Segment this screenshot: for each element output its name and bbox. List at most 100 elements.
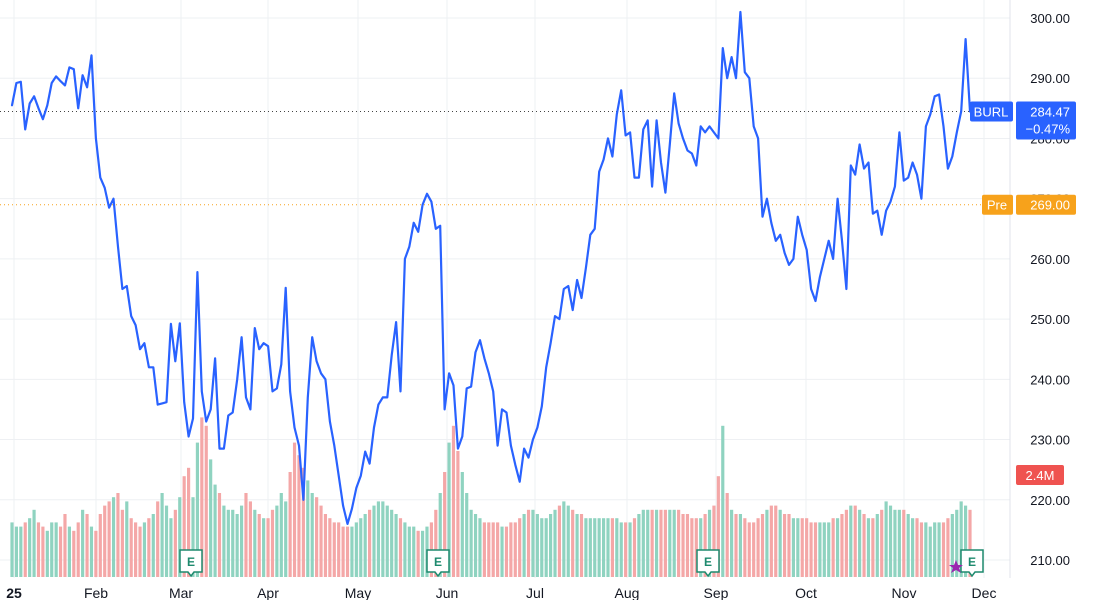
volume-bar bbox=[315, 497, 319, 577]
volume-bar bbox=[456, 451, 460, 577]
volume-bar bbox=[129, 518, 133, 577]
volume-bar bbox=[862, 514, 866, 577]
volume-bar bbox=[350, 526, 354, 577]
y-tick-label: 260.00 bbox=[1030, 252, 1070, 267]
volume-bar bbox=[628, 522, 632, 577]
volume-bar bbox=[244, 493, 248, 577]
volume-bar bbox=[169, 518, 173, 577]
volume-bar bbox=[818, 522, 822, 577]
x-tick-label: Nov bbox=[892, 585, 917, 600]
x-axis-labels: 25 Feb Mar Apr May Jun Jul Aug Sep Oct Nov Dec bbox=[6, 585, 996, 600]
volume-bar bbox=[235, 514, 239, 577]
earnings-marker[interactable]: E bbox=[426, 549, 450, 578]
chart-grid bbox=[0, 0, 1011, 578]
x-tick-label: Oct bbox=[795, 585, 817, 600]
volume-bar bbox=[63, 514, 67, 577]
volume-bar bbox=[725, 493, 729, 577]
volume-bar bbox=[610, 518, 614, 577]
volume-bar bbox=[880, 509, 884, 577]
volume-bar bbox=[138, 526, 142, 577]
volume-bar bbox=[721, 425, 725, 577]
volume-bar bbox=[257, 514, 261, 577]
volume-bar bbox=[134, 522, 138, 577]
volume-tag-value: 2.4M bbox=[1026, 468, 1055, 483]
volume-bar bbox=[531, 509, 535, 577]
volume-bar bbox=[412, 526, 416, 577]
volume-bar bbox=[703, 514, 707, 577]
volume-bar bbox=[747, 522, 751, 577]
volume-bar bbox=[301, 467, 305, 577]
volume-bar bbox=[394, 514, 398, 577]
volume-bar bbox=[624, 522, 628, 577]
volume-bar bbox=[893, 509, 897, 577]
last-price-tag bbox=[1016, 101, 1076, 140]
volume-bar bbox=[809, 522, 813, 577]
volume-bar bbox=[575, 514, 579, 577]
volume-bar bbox=[266, 518, 270, 577]
x-tick-label: Feb bbox=[84, 585, 108, 600]
volume-bar bbox=[288, 472, 292, 577]
volume-bar bbox=[840, 514, 844, 577]
x-tick-label: Sep bbox=[704, 585, 729, 600]
volume-bar bbox=[716, 476, 720, 577]
volume-bar bbox=[562, 501, 566, 577]
premarket-price-tag bbox=[1016, 194, 1076, 215]
volume-bar bbox=[345, 526, 350, 577]
volume-bar bbox=[835, 518, 840, 577]
volume-bar bbox=[98, 514, 102, 577]
earnings-marker[interactable]: E bbox=[179, 549, 203, 578]
volume-bar bbox=[147, 518, 151, 577]
volume-bar bbox=[45, 530, 49, 577]
volume-bar bbox=[844, 509, 848, 577]
volume-bar bbox=[734, 514, 738, 577]
volume-bar bbox=[875, 514, 879, 577]
volume-bar bbox=[796, 518, 800, 577]
volume-bar bbox=[566, 505, 570, 577]
y-tick-label: 210.00 bbox=[1030, 553, 1070, 568]
volume-bar bbox=[363, 514, 367, 577]
volume-bar bbox=[782, 514, 787, 577]
volume-bar bbox=[182, 476, 186, 577]
volume-bar bbox=[915, 518, 919, 577]
volume-bar bbox=[111, 497, 116, 577]
event-star-icon[interactable] bbox=[949, 560, 963, 573]
volume-bar bbox=[557, 505, 562, 577]
volume-bar bbox=[937, 522, 941, 577]
volume-bar bbox=[712, 505, 716, 577]
volume-bar bbox=[284, 501, 288, 577]
volume-bar bbox=[381, 501, 385, 577]
volume-bar bbox=[478, 518, 482, 577]
volume-bar bbox=[593, 518, 597, 577]
volume-bar bbox=[76, 522, 80, 577]
volume-bar bbox=[491, 522, 495, 577]
symbol-tag bbox=[970, 101, 1013, 122]
volume-bar bbox=[310, 493, 314, 577]
volume-bar bbox=[522, 514, 526, 577]
volume-bar bbox=[275, 505, 279, 577]
price-tags: BURL 284.47 −0.47% Pre 269.00 2.4M bbox=[970, 101, 1076, 485]
volume-bar bbox=[103, 505, 107, 577]
volume-bar bbox=[204, 425, 208, 577]
volume-bar bbox=[385, 505, 389, 577]
volume-bar bbox=[226, 509, 230, 577]
volume-bar bbox=[332, 522, 336, 577]
earnings-marker[interactable]: E bbox=[696, 549, 720, 578]
volume-bar bbox=[438, 493, 442, 577]
earnings-marker-badge bbox=[696, 549, 720, 578]
volume-bar bbox=[81, 509, 85, 577]
volume-bar bbox=[36, 522, 41, 577]
x-tick-label: May bbox=[345, 585, 371, 600]
volume-bar bbox=[23, 522, 27, 577]
volume-bar bbox=[650, 509, 654, 577]
volume-bar bbox=[884, 501, 888, 577]
earnings-marker[interactable]: E bbox=[960, 549, 984, 578]
volume-bar bbox=[341, 526, 345, 577]
volume-bar bbox=[328, 518, 332, 577]
volume-bar bbox=[637, 514, 641, 577]
volume-bar bbox=[849, 505, 853, 577]
reference-lines bbox=[0, 111, 1010, 206]
volume-bar bbox=[14, 526, 19, 577]
volume-bar bbox=[699, 518, 703, 577]
